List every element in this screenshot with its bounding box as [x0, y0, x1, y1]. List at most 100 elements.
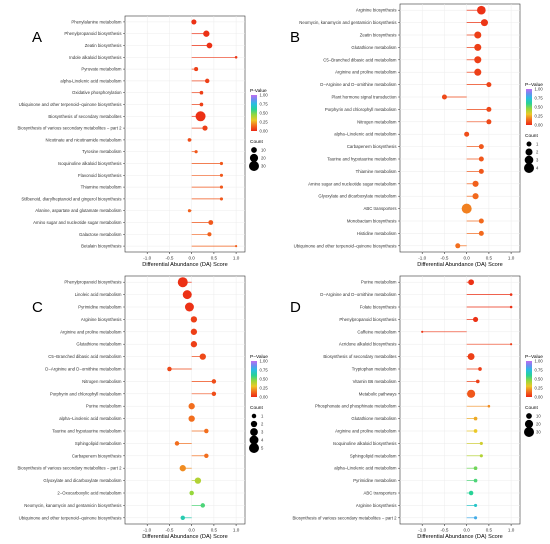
colorbar-tick-label: 1.00	[260, 93, 269, 98]
category-label: Pyruvate metabolism	[81, 67, 122, 72]
count-legend-label: 20	[536, 422, 541, 427]
count-legend-label: 5	[261, 446, 264, 451]
category-label: Biosynthesis of various secondary metabo…	[17, 126, 122, 131]
category-label: ABC transporters	[364, 206, 397, 211]
x-axis-label: Differential Abundance (DA) Score	[142, 262, 227, 268]
x-tick-label: 1.0	[508, 528, 515, 533]
colorbar-tick-label: 0.25	[260, 120, 269, 125]
category-label: Phenylalanine metabolism	[71, 19, 122, 24]
lollipop-point	[177, 277, 188, 288]
category-label: Ubiquinone and other terpenoid−quinone b…	[19, 515, 122, 520]
count-legend-dot	[249, 443, 259, 453]
category-label: Flavonoid biosynthesis	[78, 173, 121, 178]
colorbar-tick-label: 0.50	[260, 377, 269, 382]
panel-d: D -1.0 -0.5 0.0 0.5 1.0 Differential Abundance…	[290, 275, 544, 540]
colorbar-tick-label: 0.25	[535, 386, 544, 391]
panel-label: C	[32, 299, 43, 316]
plot-area	[399, 275, 521, 525]
category-label: Thiamine metabolism	[81, 185, 122, 190]
category-label: Isoquinoline alkaloid biosynthesis	[58, 161, 122, 166]
x-tick-label: 0.5	[211, 256, 218, 261]
lollipop-point	[472, 316, 479, 322]
lollipop-point	[191, 19, 197, 25]
pvalue-legend-title: P−Value	[525, 82, 543, 88]
category-label: Glyoxylate and dicarboxylate metabolism	[318, 194, 397, 199]
lollipop-point	[473, 416, 478, 421]
x-tick-label: -0.5	[440, 256, 448, 261]
category-label: Biosynthesis of secondary metabolites	[323, 354, 396, 359]
category-label: Neomycin, kanamycin and gentamicin biosy…	[24, 503, 121, 508]
category-label: Alanine, aspartate and glutamate metabol…	[35, 208, 122, 213]
lollipop-point	[509, 293, 513, 296]
category-label: Taurine and hypotaurine metabolism	[327, 157, 397, 162]
lollipop-point	[486, 106, 492, 112]
count-legend-title: Count	[250, 405, 263, 411]
category-label: Glutathione metabolism	[76, 342, 122, 347]
lollipop-point	[478, 144, 484, 150]
category-label: 2−Oxocarboxylic acid metabolism	[57, 491, 122, 496]
lollipop-point	[478, 156, 484, 162]
category-label: D−Arginine and D−ornithine metabolism	[45, 367, 122, 372]
category-label: Carbapenem biosynthesis	[72, 453, 122, 458]
lollipop-point	[478, 230, 484, 236]
colorbar-tick-label: 0.75	[535, 96, 544, 101]
category-label: Arginine biosynthesis	[356, 503, 397, 508]
x-tick-label: -0.5	[440, 528, 448, 533]
count-legend-label: 20	[261, 156, 266, 161]
x-tick-label: -1.0	[418, 528, 426, 533]
colorbar-tick-label: 0.25	[535, 114, 544, 119]
lollipop-point	[473, 503, 478, 507]
category-label: Metabolic pathways	[359, 391, 397, 396]
panel-c: C -1.0 -0.5 0.0 0.5 1.0 Differential Abundance…	[17, 275, 269, 540]
pvalue-legend-title: P−Value	[250, 354, 268, 360]
pvalue-legend-title: P−Value	[525, 354, 543, 360]
panel-b: B -1.0 -0.5 0.0 0.5 1.0 Differential Abundance…	[290, 3, 544, 268]
category-label: Zeatin biosynthesis	[85, 43, 122, 48]
category-label: Histidine metabolism	[357, 231, 397, 236]
colorbar-tick-label: 0.50	[535, 377, 544, 382]
lollipop-point	[441, 94, 447, 100]
pvalue-colorbar	[526, 361, 532, 397]
count-legend-title: Count	[525, 133, 538, 139]
category-label: Biosynthesis of secondary metabolites	[48, 114, 121, 119]
lollipop-point	[190, 341, 198, 348]
count-legend-label: 1	[261, 414, 264, 419]
lollipop-point	[187, 209, 192, 213]
colorbar-tick-label: 0.25	[260, 386, 269, 391]
x-tick-label: 0.5	[486, 256, 493, 261]
lollipop-point	[234, 56, 238, 59]
count-legend-dot	[524, 427, 534, 437]
category-label: Phenylpropanoid biosynthesis	[64, 31, 121, 36]
count-legend-title: Count	[250, 139, 263, 145]
lollipop-point	[421, 330, 424, 333]
lollipop-point	[188, 415, 195, 422]
lollipop-point	[475, 379, 480, 384]
lollipop-point	[478, 367, 482, 371]
lollipop-point	[474, 68, 482, 76]
category-label: Caffeine metabolism	[357, 329, 397, 334]
x-tick-label: 0.5	[211, 528, 218, 533]
category-label: alpha-Linolenic acid metabolism	[60, 78, 122, 83]
lollipop-point	[219, 185, 224, 189]
colorbar-tick-label: 1.00	[535, 87, 544, 92]
lollipop-point	[479, 454, 483, 458]
category-label: Folate biosynthesis	[360, 305, 397, 310]
count-legend-dot	[526, 413, 532, 419]
pvalue-colorbar	[251, 361, 257, 397]
x-tick-label: 0.5	[486, 528, 493, 533]
category-label: Zeatin biosynthesis	[360, 33, 397, 38]
lollipop-point	[204, 453, 209, 459]
pvalue-colorbar	[526, 89, 532, 125]
count-legend-label: 4	[536, 166, 539, 171]
x-tick-label: -1.0	[143, 528, 151, 533]
count-legend-label: 4	[261, 438, 264, 443]
count-legend-label: 30	[536, 430, 541, 435]
category-label: Phenylpropanoid biosynthesis	[64, 280, 121, 285]
category-label: Nicotinate and nicotinamide metabolism	[46, 137, 122, 142]
category-label: Biosynthesis of various secondary metabo…	[17, 466, 122, 471]
lollipop-point	[468, 490, 474, 496]
count-legend-title: Count	[525, 405, 538, 411]
category-label: Sphingolipid metabolism	[75, 441, 122, 446]
category-label: Stilbenoid, diarylheptanoid and gingerol…	[21, 196, 121, 201]
